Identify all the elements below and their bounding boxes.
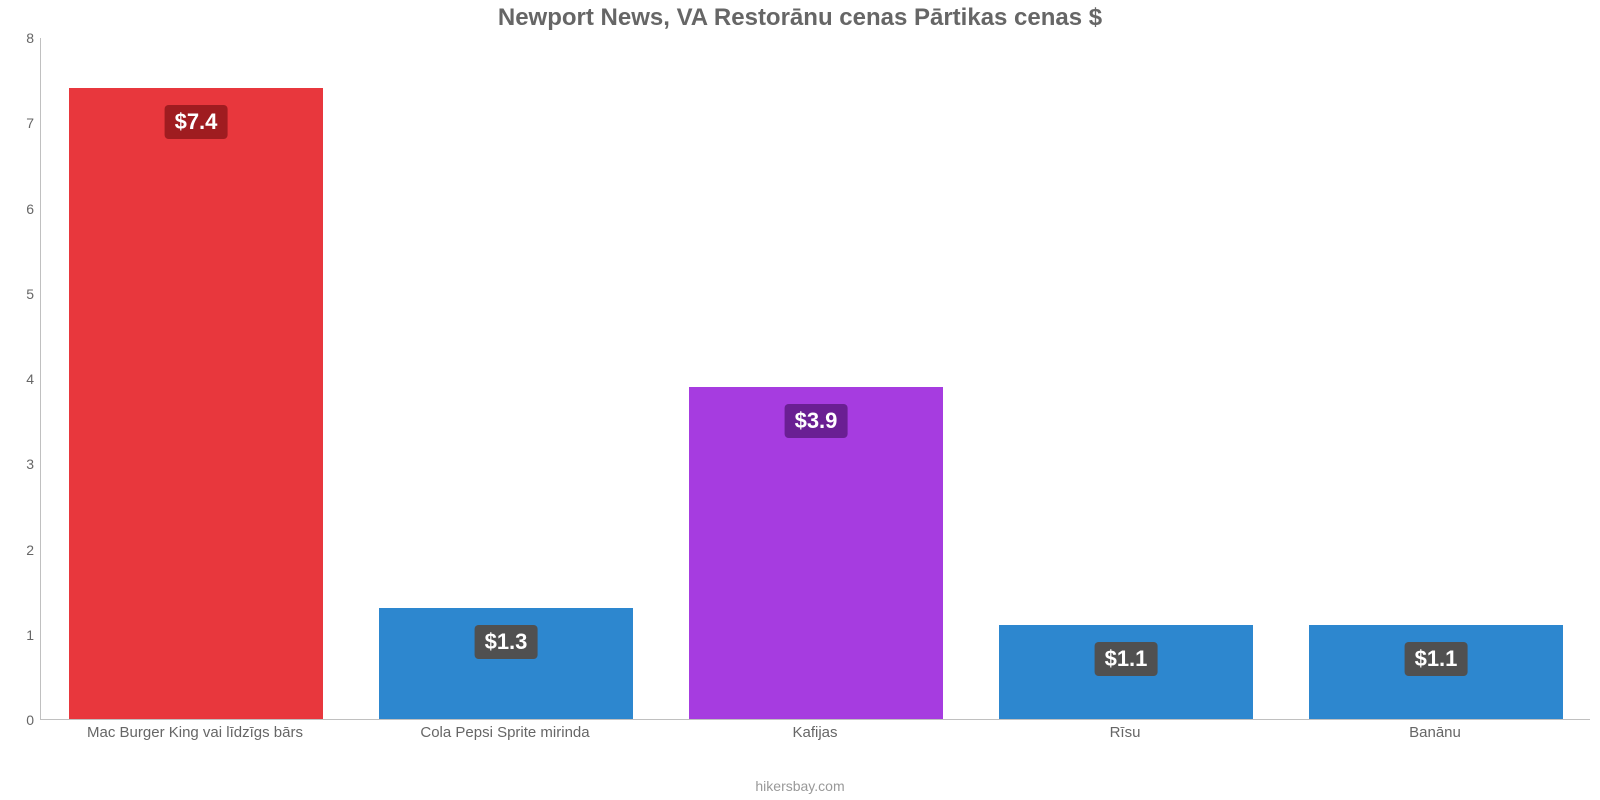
bar-value-badge: $3.9	[785, 404, 848, 438]
bar: $1.1	[999, 625, 1253, 719]
y-tick-label: 8	[4, 30, 34, 46]
x-tick-label: Banānu	[1409, 724, 1461, 741]
bar-value-badge: $1.1	[1095, 642, 1158, 676]
x-tick-label: Rīsu	[1110, 724, 1141, 741]
y-tick-label: 7	[4, 115, 34, 131]
bar: $3.9	[689, 387, 943, 719]
x-tick-label: Cola Pepsi Sprite mirinda	[420, 724, 589, 741]
y-tick-label: 5	[4, 286, 34, 302]
y-tick-label: 6	[4, 201, 34, 217]
y-tick-label: 2	[4, 542, 34, 558]
bar-value-badge: $7.4	[165, 105, 228, 139]
bar: $1.3	[379, 608, 633, 719]
chart-title: Newport News, VA Restorānu cenas Pārtika…	[0, 4, 1600, 32]
price-bar-chart: Newport News, VA Restorānu cenas Pārtika…	[0, 0, 1600, 800]
bar-value-badge: $1.3	[475, 625, 538, 659]
chart-footer: hikersbay.com	[0, 778, 1600, 794]
y-tick-label: 4	[4, 371, 34, 387]
bar: $7.4	[69, 88, 323, 719]
bar: $1.1	[1309, 625, 1563, 719]
y-tick-label: 0	[4, 712, 34, 728]
plot-area: $7.4 $1.3 $3.9 $1.1 $1.1	[40, 38, 1590, 720]
y-tick-label: 1	[4, 627, 34, 643]
y-tick-label: 3	[4, 456, 34, 472]
bar-value-badge: $1.1	[1405, 642, 1468, 676]
x-tick-label: Kafijas	[792, 724, 837, 741]
x-tick-label: Mac Burger King vai līdzīgs bārs	[87, 724, 303, 741]
